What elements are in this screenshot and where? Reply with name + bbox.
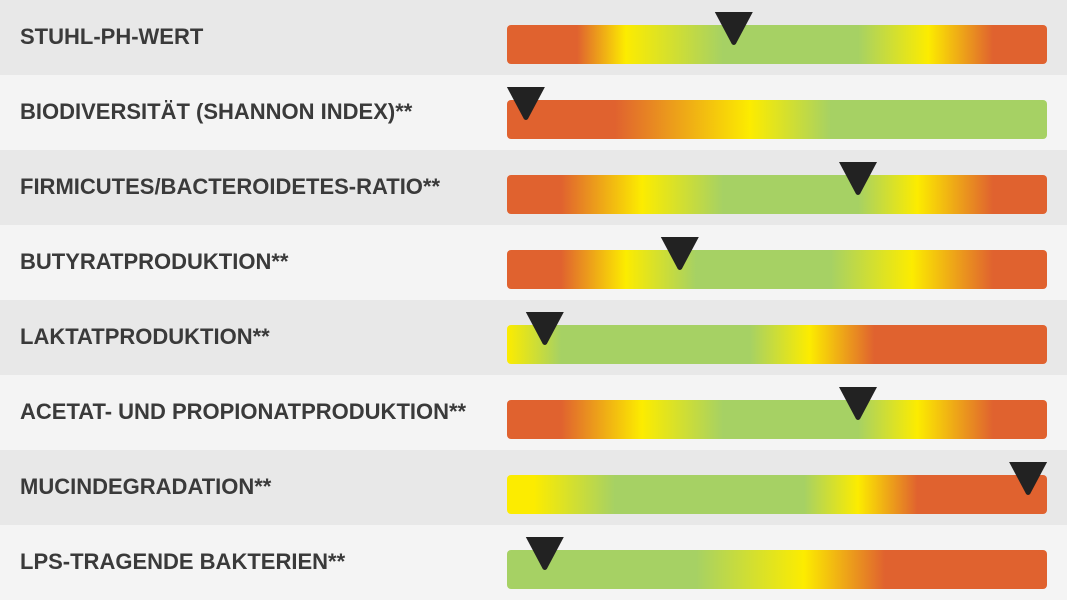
marker xyxy=(839,387,877,420)
marker xyxy=(1009,462,1048,495)
marker xyxy=(525,537,564,570)
row-label: STUHL-PH-WERT xyxy=(20,24,204,49)
gradient-bar xyxy=(507,325,1047,364)
gradient-bar xyxy=(507,250,1047,289)
row-label: LPS-TRAGENDE BAKTERIEN** xyxy=(20,549,346,574)
gradient-bar xyxy=(507,25,1047,64)
row-label: BIODIVERSITÄT (SHANNON INDEX)** xyxy=(20,99,413,124)
row-label: ACETAT- UND PROPIONATPRODUKTION** xyxy=(20,399,467,424)
gradient-bar xyxy=(507,100,1047,139)
gradient-bar xyxy=(507,400,1047,439)
row-label: FIRMICUTES/BACTEROIDETES-RATIO** xyxy=(20,174,440,199)
gradient-bar xyxy=(507,475,1047,514)
gradient-bar xyxy=(507,175,1047,214)
row-label: MUCINDEGRADATION** xyxy=(20,474,272,499)
marker xyxy=(660,237,699,270)
marker xyxy=(839,162,877,195)
marker xyxy=(506,87,545,120)
row-label: BUTYRATPRODUKTION** xyxy=(20,249,289,274)
marker xyxy=(714,12,753,45)
gradient-bar xyxy=(507,550,1047,589)
row-label: LAKTATPRODUKTION** xyxy=(20,324,270,349)
marker xyxy=(525,312,564,345)
